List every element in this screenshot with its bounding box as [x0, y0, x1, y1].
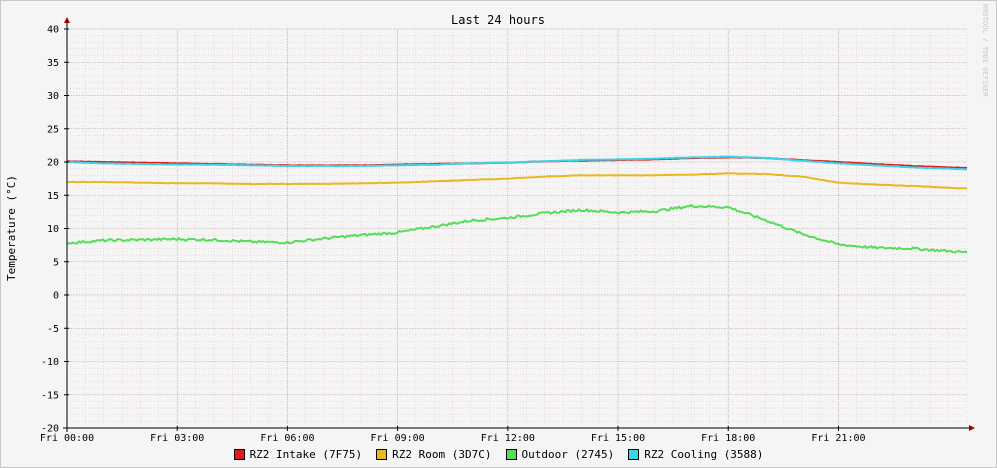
legend-swatch — [376, 448, 388, 460]
y-tick-label: -20 — [41, 424, 59, 435]
chart-title: Last 24 hours — [451, 13, 545, 27]
legend-swatch — [505, 448, 517, 460]
legend-label: RZ2 Cooling (3588) — [644, 447, 764, 461]
x-tick-label: Fri 03:00 — [150, 433, 204, 444]
series-line-3 — [66, 203, 968, 254]
axes — [63, 17, 975, 432]
y-tick-label: 25 — [47, 124, 59, 135]
y-tick-label: 10 — [47, 224, 59, 235]
legend-item: RZ2 Intake (7F75) — [233, 447, 363, 461]
series-lines — [66, 155, 968, 254]
legend-item: Outdoor (2745) — [505, 447, 615, 461]
legend-item: RZ2 Cooling (3588) — [628, 448, 763, 461]
x-tick-labels: Fri 00:00 Fri 03:00 Fri 06:00 Fri 09:00 Fri … — [40, 433, 866, 444]
y-tick-label: 40 — [47, 25, 59, 36]
x-tick-label: Fri 15:00 — [591, 433, 645, 444]
legend-item: RZ2 Room (3D7C) — [376, 447, 492, 461]
x-tick-label: Fri 06:00 — [260, 433, 314, 444]
line-chart: Last 24 hours RRDTOOL / TOBI OETIKER Tem… — [5, 4, 989, 444]
y-tick-label: 0 — [53, 291, 59, 302]
series-line-4 — [66, 155, 968, 171]
legend-label: RZ2 Intake (7F75) — [249, 447, 363, 461]
x-tick-label: Fri 18:00 — [701, 433, 755, 444]
y-axis-arrow — [64, 17, 70, 23]
y-tick-label: -5 — [47, 324, 59, 335]
y-tick-label: 15 — [47, 191, 59, 202]
watermark-text: RRDTOOL / TOBI OETIKER — [981, 4, 989, 98]
legend-swatch — [628, 448, 640, 460]
legend-swatch — [233, 448, 245, 460]
x-tick-label: Fri 09:00 — [371, 433, 425, 444]
legend-label: Outdoor (2745) — [521, 447, 615, 461]
y-tick-label: 20 — [47, 158, 59, 169]
x-tick-label: Fri 21:00 — [811, 433, 865, 444]
y-tick-label: -15 — [41, 390, 59, 401]
x-tick-label: Fri 12:00 — [481, 433, 535, 444]
y-tick-labels: -20 -15 -10 -5 0 5 10 15 20 25 30 35 40 — [41, 25, 59, 435]
x-axis-arrow — [969, 425, 975, 431]
y-tick-label: -10 — [41, 357, 59, 368]
y-tick-label: 30 — [47, 91, 59, 102]
y-tick-label: 5 — [53, 257, 59, 268]
y-axis-title: Temperature (°C) — [5, 175, 18, 281]
y-tick-label: 35 — [47, 58, 59, 69]
legend-label: RZ2 Room (3D7C) — [392, 447, 492, 461]
x-tick-label: Fri 00:00 — [40, 433, 94, 444]
series-line-2 — [67, 172, 968, 190]
legend: RZ2 Intake (7F75) RZ2 Room (3D7C) Outdoor … — [0, 446, 997, 462]
grid — [66, 28, 968, 429]
